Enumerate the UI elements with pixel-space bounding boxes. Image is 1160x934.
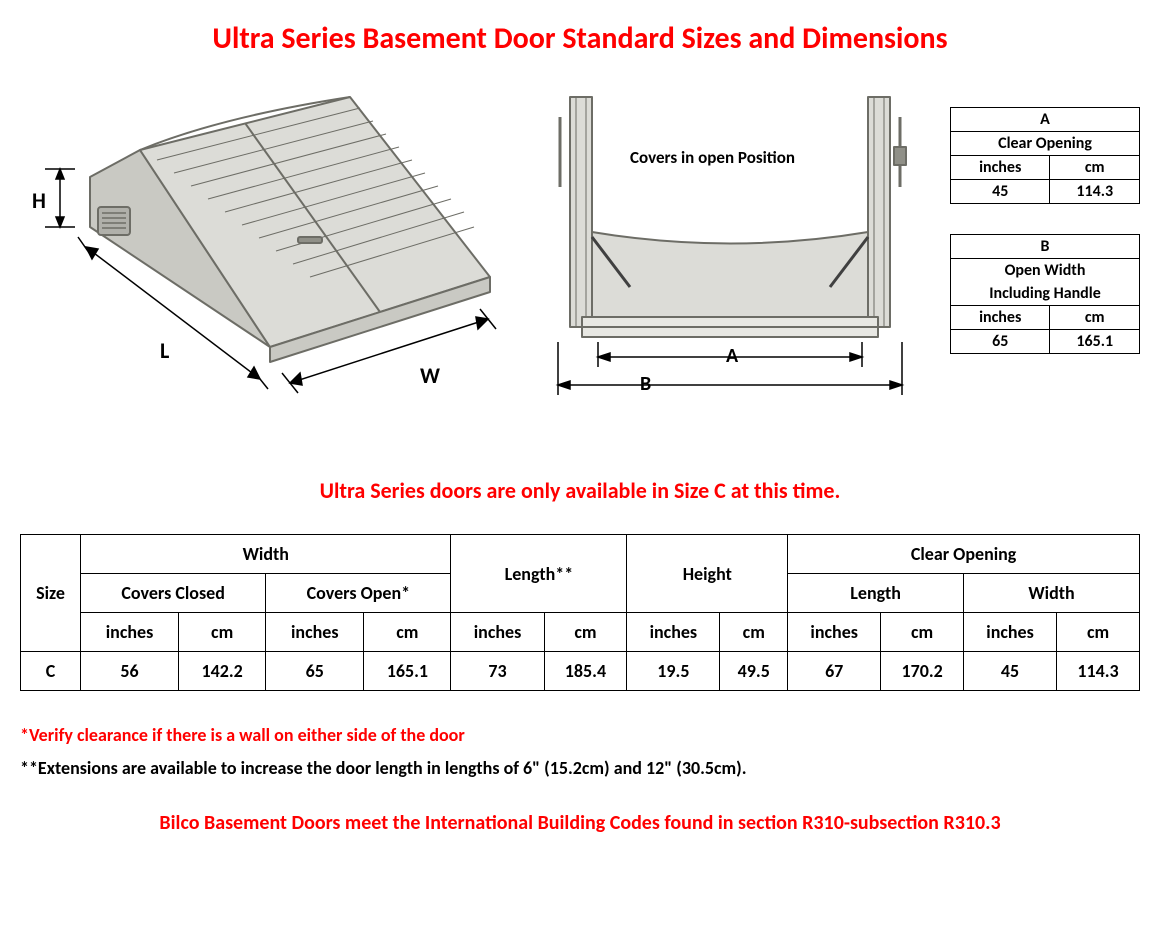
th-cwid-in: inches xyxy=(964,613,1057,652)
th-clen-in: inches xyxy=(788,613,881,652)
table-b-col-cm: cm xyxy=(1050,306,1140,330)
open-position-label: Covers in open Position xyxy=(630,147,795,168)
cell-ht-cm: 49.5 xyxy=(720,652,788,691)
top-diagrams-row: H L W xyxy=(20,87,1140,407)
table-b: B Open Width Including Handle inches cm … xyxy=(950,234,1140,354)
compliance-note: Bilco Basement Doors meet the Internatio… xyxy=(20,811,1140,835)
cell-len-in: 73 xyxy=(451,652,544,691)
th-clear-opening: Clear Opening xyxy=(788,535,1140,574)
th-len-cm: cm xyxy=(544,613,627,652)
footnotes: *Verify clearance if there is a wall on … xyxy=(20,721,1140,783)
th-covers-closed: Covers Closed xyxy=(81,574,266,613)
cell-size: C xyxy=(21,652,81,691)
table-b-header3: Including Handle xyxy=(951,282,1140,306)
iso-door-svg xyxy=(20,87,510,407)
table-b-val-inches: 65 xyxy=(951,330,1050,354)
footnote-2: **Extensions are available to increase t… xyxy=(20,754,1140,783)
th-cwid-cm: cm xyxy=(1057,613,1140,652)
table-a-header2: Clear Opening xyxy=(951,132,1140,156)
table-a-col-cm: cm xyxy=(1050,156,1140,180)
th-ht-cm: cm xyxy=(720,613,788,652)
dimensions-table: Size Width Length** Height Clear Opening… xyxy=(20,534,1140,691)
th-len-in: inches xyxy=(451,613,544,652)
dim-l-label: L xyxy=(160,337,169,364)
cell-clen-in: 67 xyxy=(788,652,881,691)
table-b-header1: B xyxy=(951,235,1140,259)
table-a-val-inches: 45 xyxy=(951,180,1050,204)
th-cc-in: inches xyxy=(81,613,179,652)
table-b-header2: Open Width xyxy=(951,259,1140,283)
cell-cc-cm: 142.2 xyxy=(179,652,266,691)
th-co-width: Width xyxy=(964,574,1140,613)
table-a-val-cm: 114.3 xyxy=(1050,180,1140,204)
front-view-diagram: Covers in open Position A B xyxy=(530,87,930,407)
dim-b-label: B xyxy=(640,372,651,396)
dim-w-label: W xyxy=(420,362,440,389)
isometric-diagram: H L W xyxy=(20,87,510,407)
table-a-header1: A xyxy=(951,108,1140,132)
th-cc-cm: cm xyxy=(179,613,266,652)
cell-co-cm: 165.1 xyxy=(364,652,451,691)
footnote-1: *Verify clearance if there is a wall on … xyxy=(20,721,1140,750)
th-co-cm: cm xyxy=(364,613,451,652)
th-width: Width xyxy=(81,535,451,574)
table-row: C 56 142.2 65 165.1 73 185.4 19.5 49.5 6… xyxy=(21,652,1140,691)
table-a-col-inches: inches xyxy=(951,156,1050,180)
table-a: A Clear Opening inches cm 45 114.3 xyxy=(950,107,1140,204)
cell-co-in: 65 xyxy=(266,652,364,691)
th-co-in: inches xyxy=(266,613,364,652)
th-covers-open: Covers Open* xyxy=(266,574,451,613)
th-co-length: Length xyxy=(788,574,964,613)
th-size: Size xyxy=(21,535,81,652)
table-b-col-inches: inches xyxy=(951,306,1050,330)
dim-a-label: A xyxy=(726,344,738,368)
dim-h-label: H xyxy=(32,187,46,214)
cell-cc-in: 56 xyxy=(81,652,179,691)
th-clen-cm: cm xyxy=(881,613,964,652)
cell-cwid-in: 45 xyxy=(964,652,1057,691)
th-ht-in: inches xyxy=(627,613,720,652)
th-height: Height xyxy=(627,535,788,613)
page-title: Ultra Series Basement Door Standard Size… xyxy=(20,20,1140,57)
small-tables-column: A Clear Opening inches cm 45 114.3 B Ope… xyxy=(950,87,1140,354)
table-b-val-cm: 165.1 xyxy=(1050,330,1140,354)
cell-len-cm: 185.4 xyxy=(544,652,627,691)
th-length: Length** xyxy=(451,535,627,613)
cell-clen-cm: 170.2 xyxy=(881,652,964,691)
cell-cwid-cm: 114.3 xyxy=(1057,652,1140,691)
cell-ht-in: 19.5 xyxy=(627,652,720,691)
availability-note: Ultra Series doors are only available in… xyxy=(20,477,1140,504)
